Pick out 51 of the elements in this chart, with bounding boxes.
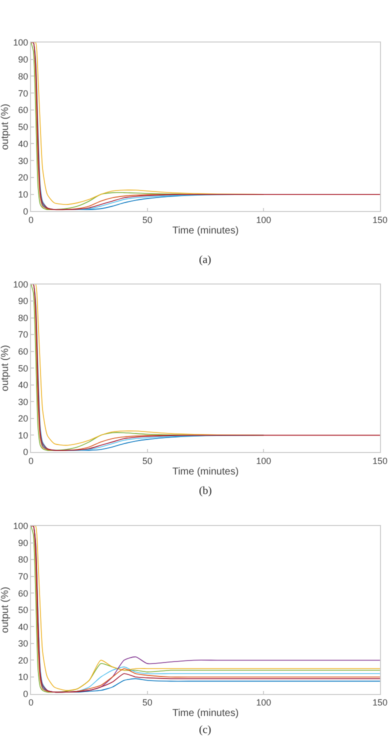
x-axis-title: Time (minutes) — [172, 226, 239, 237]
y-tick-label: 30 — [18, 156, 28, 166]
x-tick-label: 50 — [142, 456, 152, 466]
y-tick-label: 90 — [18, 296, 28, 306]
y-tick-label: 50 — [18, 122, 28, 132]
y-tick-label: 0 — [23, 447, 28, 458]
y-tick-label: 80 — [18, 312, 28, 323]
x-tick-label: 100 — [256, 698, 272, 708]
x-tick-label: 150 — [372, 698, 388, 708]
y-tick-label: 70 — [18, 88, 28, 98]
y-tick-label: 10 — [18, 190, 28, 200]
x-tick-label: 50 — [142, 215, 152, 226]
text: (a) — [199, 254, 212, 266]
y-tick-label: 50 — [18, 605, 28, 616]
y-tick-label: 90 — [18, 538, 28, 548]
y-tick-label: 20 — [18, 655, 28, 666]
x-axis-title: Time (minutes) — [172, 708, 239, 720]
y-tick-label: 10 — [18, 430, 28, 440]
y-tick-label: 10 — [18, 672, 28, 682]
y-tick-label: 100 — [13, 38, 28, 48]
text: (b) — [199, 485, 212, 497]
y-tick-label: 60 — [18, 105, 28, 116]
y-tick-label: 30 — [18, 638, 28, 649]
y-tick-label: 80 — [18, 71, 28, 82]
y-tick-label: 70 — [18, 330, 28, 340]
x-axis-title: Time (minutes) — [172, 466, 239, 478]
y-axis-title: output (%) — [0, 586, 12, 633]
x-tick-label: 100 — [256, 456, 272, 466]
x-tick-label: 50 — [142, 698, 152, 708]
y-tick-label: 30 — [18, 396, 28, 407]
y-tick-label: 100 — [13, 521, 28, 532]
y-tick-label: 40 — [18, 138, 28, 149]
x-tick-label: 150 — [372, 215, 388, 226]
y-tick-label: 50 — [18, 363, 28, 374]
text: (c) — [199, 724, 212, 736]
y-axis-title: output (%) — [0, 104, 12, 150]
y-tick-label: 60 — [18, 346, 28, 357]
x-tick-label: 100 — [256, 215, 272, 226]
y-tick-label: 40 — [18, 622, 28, 632]
y-tick-label: 70 — [18, 571, 28, 582]
y-tick-label: 100 — [13, 279, 28, 290]
y-tick-label: 0 — [23, 206, 28, 216]
y-tick-label: 90 — [18, 54, 28, 65]
y-tick-label: 20 — [18, 172, 28, 183]
y-tick-label: 40 — [18, 380, 28, 390]
y-tick-label: 60 — [18, 588, 28, 598]
x-tick-label: 150 — [372, 456, 388, 466]
y-axis-title: output (%) — [0, 345, 12, 392]
y-tick-label: 20 — [18, 414, 28, 424]
y-tick-label: 0 — [23, 688, 28, 699]
y-tick-label: 80 — [18, 554, 28, 565]
